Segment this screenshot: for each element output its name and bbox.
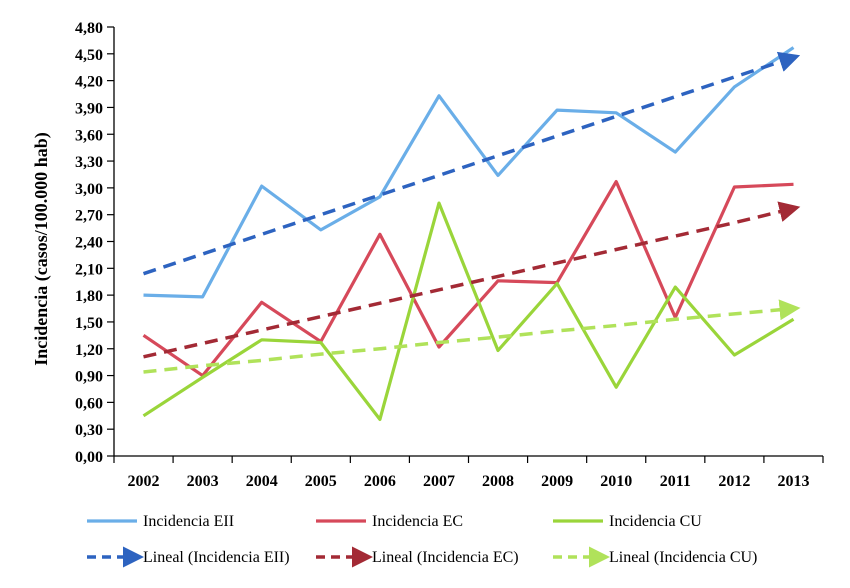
legend-item-4: Lineal (Incidencia EII) bbox=[87, 546, 290, 568]
x-tick-label: 2003 bbox=[187, 473, 219, 490]
x-tick-label: 2008 bbox=[482, 473, 514, 490]
x-tick-label: 2011 bbox=[660, 473, 691, 490]
y-tick-label: 1,80 bbox=[75, 288, 103, 305]
legend-item-5: Lineal (Incidencia EC) bbox=[316, 546, 519, 568]
x-tick-label: 2007 bbox=[423, 473, 455, 490]
legend-label: Lineal (Incidencia EC) bbox=[372, 549, 519, 566]
series-line-2 bbox=[142, 180, 794, 378]
legend-label: Incidencia CU bbox=[609, 513, 702, 530]
legend: Incidencia EII Incidencia EC Incidencia CU… bbox=[87, 513, 757, 568]
x-tick-label: 2010 bbox=[600, 473, 632, 490]
y-tick-label: 0,60 bbox=[75, 395, 103, 412]
series-layer bbox=[142, 46, 801, 421]
x-tick-label: 2013 bbox=[777, 473, 809, 490]
y-tick-label: 3,90 bbox=[75, 100, 103, 117]
x-tick-label: 2005 bbox=[305, 473, 337, 490]
y-tick-label: 2,40 bbox=[75, 235, 103, 252]
y-tick-label: 4,80 bbox=[75, 20, 103, 37]
series-line-5 bbox=[143, 201, 801, 359]
series-line-3 bbox=[142, 201, 795, 421]
x-tick-label: 2012 bbox=[718, 473, 750, 490]
y-tick-label: 1,20 bbox=[75, 342, 103, 359]
x-tick-label: 2009 bbox=[541, 473, 573, 490]
series-line-1 bbox=[143, 46, 795, 299]
x-tick-label: 2006 bbox=[364, 473, 396, 490]
y-tick-label: 3,00 bbox=[75, 181, 103, 198]
legend-item-1: Incidencia EII bbox=[87, 513, 234, 530]
y-axis-label: Incidencia (casos/100.000 hab) bbox=[31, 132, 52, 366]
legend-item-3: Incidencia CU bbox=[553, 513, 702, 530]
y-tick-label: 2,10 bbox=[75, 261, 103, 278]
y-tick-label: 4,50 bbox=[75, 47, 103, 64]
x-tick-label: 2004 bbox=[246, 473, 278, 490]
y-tick-label: 3,60 bbox=[75, 127, 103, 144]
y-tick-label: 4,20 bbox=[75, 74, 103, 91]
series-line-6 bbox=[143, 299, 801, 374]
legend-item-2: Incidencia EC bbox=[316, 513, 463, 530]
y-tick-label: 0,00 bbox=[75, 449, 103, 466]
legend-label: Incidencia EII bbox=[143, 513, 234, 530]
x-tick-label: 2002 bbox=[128, 473, 160, 490]
legend-label: Incidencia EC bbox=[372, 513, 463, 530]
legend-label: Lineal (Incidencia CU) bbox=[609, 549, 757, 566]
y-tick-label: 0,90 bbox=[75, 369, 103, 386]
y-tick-label: 1,50 bbox=[75, 315, 103, 332]
y-tick-label: 3,30 bbox=[75, 154, 103, 171]
y-tick-label: 0,30 bbox=[75, 422, 103, 439]
axes: 0,00 0,30 0,60 0,90 1,20 1,50 1,80 2,10 2,40 2,70… bbox=[75, 20, 824, 490]
series-line-4 bbox=[142, 51, 801, 276]
legend-label: Lineal (Incidencia EII) bbox=[143, 549, 290, 566]
y-tick-label: 2,70 bbox=[75, 208, 103, 225]
legend-item-6: Lineal (Incidencia CU) bbox=[553, 546, 757, 568]
